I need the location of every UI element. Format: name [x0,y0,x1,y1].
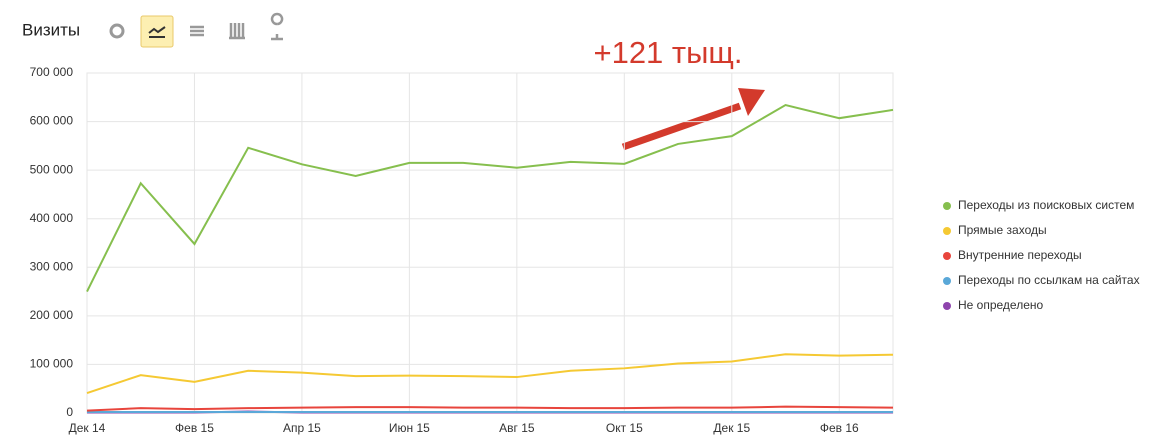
x-tick-label: Июн 15 [389,421,430,435]
x-tick-label: Окт 15 [606,421,643,435]
legend-label: Прямые заходы [958,223,1047,237]
x-tick-label: Дек 14 [69,421,106,435]
y-tick-label: 0 [66,405,73,419]
y-tick-label: 200 000 [30,308,74,322]
legend-marker [943,302,951,310]
x-tick-label: Апр 15 [283,421,321,435]
series-line [86,103,894,293]
legend-label: Переходы по ссылкам на сайтах [958,273,1140,287]
bar-icon[interactable] [229,23,245,40]
map-icon[interactable] [270,12,284,41]
x-tick-label: Дек 15 [713,421,750,435]
legend-marker [943,227,951,235]
x-tick-label: Авг 15 [499,421,535,435]
y-tick-label: 300 000 [30,259,74,273]
legend-marker [943,252,951,260]
pie-icon[interactable] [109,23,125,39]
legend-label: Не определено [958,298,1044,312]
chart-type-toolbar [109,12,284,48]
line-icon [148,26,166,38]
area-icon[interactable] [190,25,204,37]
legend-marker [943,202,951,210]
y-tick-label: 600 000 [30,114,74,128]
y-tick-label: 100 000 [30,357,74,371]
x-tick-label: Фев 16 [820,421,859,435]
x-tick-label: Фев 15 [175,421,214,435]
y-tick-label: 500 000 [30,162,74,176]
legend: Переходы из поисковых систем Прямые заход… [943,198,1140,312]
annotation: +121 тыщ. [593,35,742,70]
legend-label: Переходы из поисковых систем [958,198,1134,212]
plot-frame [86,72,894,414]
annotation-arrow [621,88,765,151]
legend-label: Внутренние переходы [958,248,1082,262]
legend-marker [943,277,951,285]
page-title: Визиты [22,20,80,39]
y-tick-label: 700 000 [30,65,74,79]
series-line [86,353,894,395]
series-line [86,405,894,412]
y-tick-label: 400 000 [30,211,74,225]
